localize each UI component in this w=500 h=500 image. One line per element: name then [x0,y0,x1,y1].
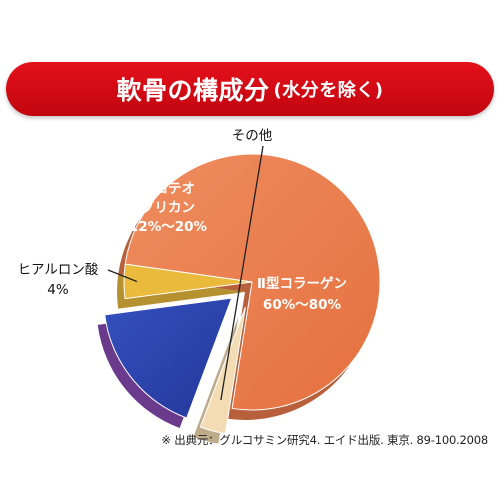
title-banner: 軟骨の構成分 (水分を除く) [6,62,494,116]
chart-subtitle: (水分を除く) [273,80,384,101]
label-proteoglycan: プロテオグリカン 12%～20% [129,181,208,235]
label-other: その他 [232,128,273,144]
slice-other [199,306,246,435]
slice-hyaluronic-acid [123,263,253,300]
chart-title: 軟骨の構成分 [116,76,270,105]
slice-collagen [124,153,381,411]
label-hyaluronic-acid: ヒアルロン酸 4% [18,262,99,298]
slice-side-other [193,317,239,444]
leader-line-hyaluronic-acid [107,269,138,283]
leader-lines [107,145,264,401]
source-note: ※ 出典元：グルコサミン研究4. エイド出版. 東京. 89-100.2008 [161,433,488,447]
label-collagen: Ⅱ型コラーゲン 60%～80% [257,275,347,313]
pie-slices [104,153,381,435]
slice-proteoglycan [104,297,233,419]
leader-line-other [220,145,264,401]
